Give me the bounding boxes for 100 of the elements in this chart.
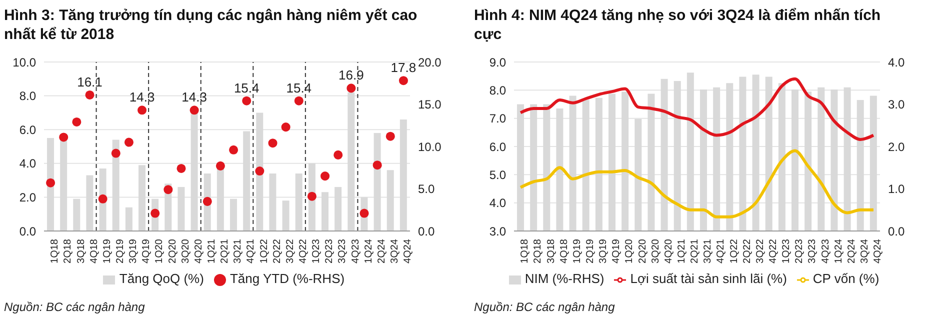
x-tick-label: 3Q23 [807,238,818,264]
x-tick-label: 3Q21 [702,238,714,264]
point [72,117,82,126]
x-tick-label: 2Q20 [637,238,648,264]
point [242,96,252,106]
x-tick-label: 4Q20 [663,238,674,264]
x-tick-label: 4Q19 [141,238,152,264]
point [294,96,304,106]
x-tick-label: 1Q19 [572,238,583,264]
y-tick-label: 7.0 [489,112,506,126]
x-tick-label: 4Q24 [872,238,884,264]
x-tick-label: 2Q19 [114,238,126,264]
x-tick-label: 3Q20 [180,238,192,264]
y2-tick-label: 2.0 [888,140,906,154]
point [268,138,278,148]
y-tick-label: 6.0 [19,122,36,137]
x-tick-label: 2Q23 [794,238,806,264]
line-series [519,77,875,141]
x-tick-label: 1Q23 [781,238,792,264]
x-tick-label: 3Q18 [546,238,557,264]
x-tick-label: 1Q22 [728,238,740,264]
x-tick-label: 3Q20 [650,238,662,264]
point [85,90,94,100]
x-tick-label: 4Q22 [768,238,779,264]
y-tick-label: 6.0 [489,140,506,154]
data-label: 15.4 [234,80,260,96]
data-label: 15.4 [286,80,312,96]
point [98,194,108,204]
x-tick-label: 3Q24 [389,238,400,264]
x-tick-label: 1Q18 [50,238,61,264]
y2-tick-label: 10.0 [418,140,442,154]
x-tick-label: 4Q21 [246,238,257,264]
legend-label: Tăng QoQ (%) [119,271,204,286]
x-tick-label: 2Q21 [220,238,231,264]
data-label: 16.1 [77,74,102,90]
x-tick-label: 2Q20 [167,238,178,264]
point [164,185,173,194]
x-tick-label: 1Q18 [520,238,531,264]
x-tick-label: 1Q20 [154,238,166,264]
chart-title: Hình 4: NIM 4Q24 tăng nhẹ so với 3Q24 là điểm nhấn tích cực [473,6,882,45]
x-tick-label: 1Q23 [311,238,322,264]
x-tick-label: 4Q19 [611,238,622,264]
point [59,132,68,142]
point [307,192,316,201]
x-tick-label: 2Q22 [742,238,753,264]
x-tick-label: 4Q21 [716,238,727,264]
y-tick-label: 5.0 [489,168,506,182]
point [202,196,212,206]
y2-tick-label: 5.0 [418,182,436,196]
x-tick-label: 3Q21 [232,238,244,264]
y2-tick-label: 15.0 [418,98,442,112]
y-tick-label: 9.0 [489,55,506,70]
text: Nguồn: BC các ngân hàng [473,299,616,314]
x-tick-label: 2Q24 [846,238,858,264]
point [216,161,225,170]
x-tick-label: 2Q24 [376,238,388,264]
x-tick-label: 3Q19 [128,238,140,264]
data-label: 17.8 [390,60,416,76]
x-tick-label: 2Q18 [62,238,74,264]
y-tick-label: 10.0 [12,55,36,70]
point [124,138,134,147]
x-tick-label: 2Q19 [584,238,596,264]
x-tick-label: 2Q21 [690,238,701,264]
y-tick-label: 8.0 [489,83,506,98]
y2-tick-label: 4.0 [888,55,906,70]
y-tick-label: 0.0 [19,224,36,238]
x-tick-label: 4Q23 [820,238,832,264]
legend-label: Lợi suất tài sản sinh lãi (%) [630,271,787,286]
legend-label: Tăng YTD (%-RHS) [230,271,345,286]
x-tick-label: 2Q18 [532,238,544,264]
y-tick-label: 4.0 [19,156,36,171]
legend-label: NIM (%-RHS) [524,271,604,286]
y2-tick-label: 3.0 [888,98,906,112]
x-tick-label: 3Q23 [337,238,348,264]
legend-label: CP vốn (%) [812,271,880,286]
y2-tick-label: 1.0 [888,182,906,196]
chart-title: Hình 3: Tăng trưởng tín dụng các ngân hàng niêm yết cao nhất kể từ 2018 [3,6,418,45]
x-tick-label: 2Q22 [272,238,283,264]
data-label: 14.3 [182,90,207,105]
point [229,145,238,154]
x-tick-label: 4Q23 [350,238,362,264]
point [386,132,395,141]
bar [282,200,290,231]
y-tick-label: 8.0 [19,89,36,104]
data-label: 14.3 [129,90,155,105]
x-tick-label: 2Q23 [324,238,336,264]
x-tick-label: 4Q20 [193,238,204,264]
point [360,208,369,218]
x-tick-label: 1Q24 [363,238,374,264]
point [372,160,382,170]
x-tick-label: 4Q24 [402,238,414,264]
text: Nguồn: BC các ngân hàng [3,299,146,314]
x-tick-label: 4Q18 [558,238,570,264]
x-tick-label: 1Q24 [833,238,844,264]
x-tick-label: 1Q20 [624,238,636,264]
x-tick-label: 3Q22 [284,238,296,264]
point [111,148,120,158]
x-tick-label: 1Q19 [102,238,113,264]
point [150,208,160,218]
y-tick-label: 2.0 [19,190,36,204]
